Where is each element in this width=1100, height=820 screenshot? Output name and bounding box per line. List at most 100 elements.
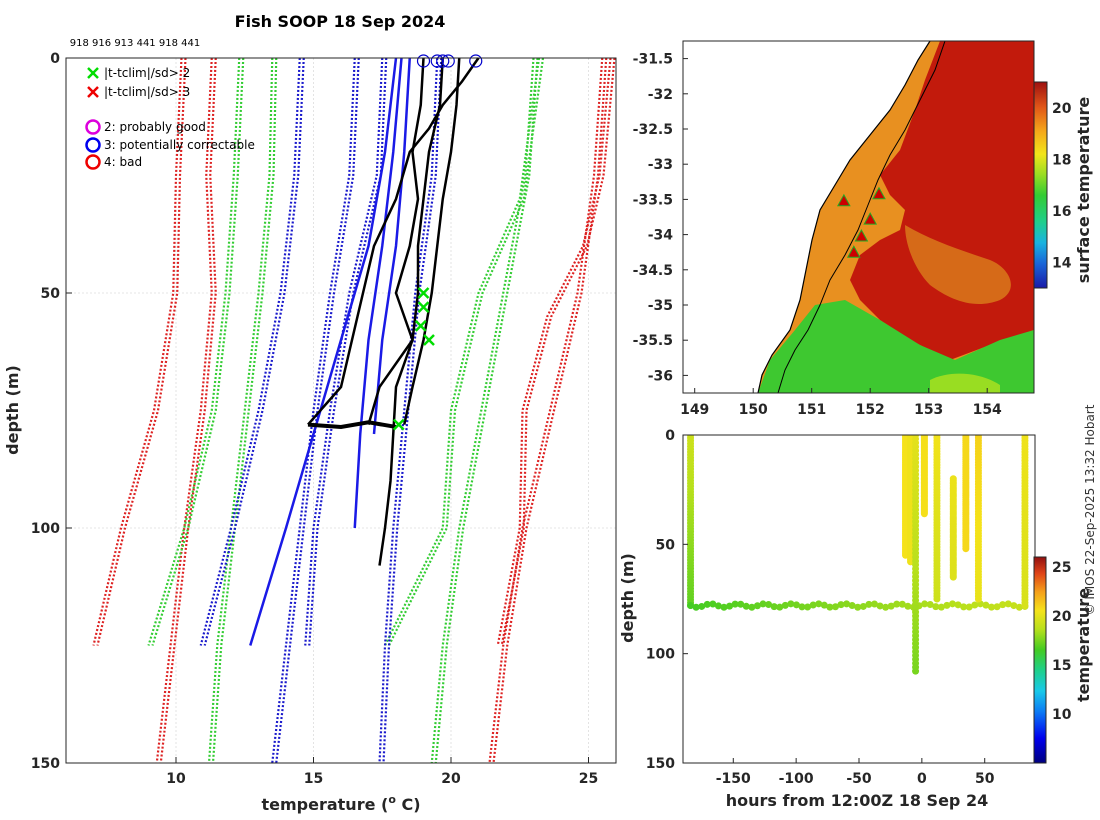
ts-point	[815, 600, 823, 608]
ts-xlabel: hours from 12:00Z 18 Sep 24	[726, 791, 988, 810]
legend-q3: 3: potentially correctable	[104, 138, 255, 152]
ts-point	[904, 602, 912, 610]
coastline	[757, 41, 931, 393]
sea-cool-patch	[930, 373, 1000, 393]
ts-point	[982, 601, 990, 609]
ts-plot-area	[683, 435, 1035, 763]
measured-profile-black	[403, 57, 461, 425]
sst-colorbar-label: surface temperature	[1074, 97, 1093, 284]
legend-sd3: |t-tclim|/sd> 3	[104, 85, 190, 99]
legend-q3-marker	[85, 137, 101, 153]
ts-point	[1015, 603, 1023, 611]
x-tick-label: 25	[579, 771, 598, 787]
map-x-tick-label: 150	[739, 402, 768, 418]
climatology-line	[500, 57, 616, 646]
ts-point	[1010, 602, 1018, 610]
ts-point	[698, 602, 706, 610]
climatology-line	[434, 57, 539, 764]
surface-marker	[436, 54, 450, 68]
map-y-tick-label: -32	[648, 87, 673, 103]
legend-q2: 2: probably good	[104, 120, 206, 134]
ts-point	[859, 602, 867, 610]
y-tick-label: 0	[50, 51, 60, 67]
profile-climatology	[92, 57, 616, 764]
climatology-line	[378, 57, 439, 764]
surface-marker	[416, 54, 431, 68]
flag-sd2	[392, 418, 405, 431]
ts-point	[876, 602, 884, 610]
measured-track-bottom	[307, 420, 397, 429]
sst-colorbar-ticks: 14 16 18 20	[1052, 101, 1072, 272]
chart-title: Fish SOOP 18 Sep 2024	[235, 12, 446, 31]
ts-point	[974, 595, 982, 603]
ts-point	[962, 545, 970, 553]
measured-profile-blue	[372, 57, 411, 435]
ts-point	[731, 600, 739, 608]
ts-point	[948, 600, 956, 608]
ts-point	[848, 602, 856, 610]
ts-point	[887, 602, 895, 610]
map-y-tick-label: -34.5	[633, 263, 673, 279]
climatology-line	[203, 57, 305, 646]
climatology-line	[496, 57, 612, 646]
map-x-tick-label: 153	[914, 402, 943, 418]
legend-sd2-marker	[87, 67, 99, 79]
y-tick-label: 50	[41, 286, 61, 302]
ts-point	[776, 603, 784, 611]
ts-point	[988, 603, 996, 611]
climatology-line	[492, 57, 608, 764]
climatology-line	[308, 57, 388, 646]
ts-point	[781, 601, 789, 609]
map-x-tick-label: 151	[797, 402, 826, 418]
ts-point	[882, 603, 890, 611]
ts-point	[843, 600, 851, 608]
credit-text: © IMOS 22-Sep-2025 13:32 Hobart	[1083, 404, 1097, 615]
y-tick-label: 150	[31, 756, 60, 772]
ts-point	[826, 603, 834, 611]
ts-x-tick-label: -50	[846, 771, 872, 787]
map-y-tick-label: -31.5	[633, 52, 673, 68]
climatology-line	[304, 57, 384, 646]
ts-data	[687, 435, 1029, 675]
ts-point	[714, 602, 722, 610]
map-x-tick-label: 152	[856, 402, 885, 418]
ts-point	[870, 600, 878, 608]
ts-point	[787, 600, 795, 608]
map-x-tick-label: 149	[680, 402, 709, 418]
sst-colorbar-tick-label: 20	[1052, 101, 1072, 117]
measured-profile-blue	[249, 57, 398, 646]
ts-point	[999, 601, 1007, 609]
ts-point	[748, 603, 756, 611]
map-y-tick-label: -34	[648, 228, 674, 244]
map-y-tick-label: -35	[648, 298, 673, 314]
temp-colorbar-tick-label: 25	[1052, 560, 1071, 576]
station-marker	[863, 212, 878, 225]
station-marker	[846, 245, 861, 258]
measured-profile-blue	[353, 57, 403, 529]
ts-point	[921, 600, 929, 608]
ts-point	[759, 600, 767, 608]
map-y-tick-label: -33	[648, 157, 673, 173]
ts-point	[737, 600, 745, 608]
map-y-tick-label: -32.5	[633, 122, 673, 138]
x-tick-label: 10	[166, 771, 186, 787]
profile-chart: 10 15 20 25 0 50 100 150 temperature (o C) dept…	[3, 51, 617, 814]
flag-sd2	[414, 320, 427, 332]
legend-sd2: |t-tclim|/sd> 2	[104, 66, 190, 80]
map-y-tick-label: -36	[648, 368, 673, 384]
sst-colorbar	[1033, 81, 1048, 289]
profile-ids: 918 916 913 441 918 441	[70, 38, 200, 49]
profile-flags	[392, 287, 435, 431]
ts-point	[937, 603, 945, 611]
temp-colorbar-tick-label: 20	[1052, 609, 1072, 625]
profile-ticks: 10 15 20 25 0 50 100 150	[31, 51, 598, 787]
profile-ylabel: depth (m)	[3, 365, 22, 455]
ts-point	[692, 603, 700, 611]
shelf-isobath	[777, 41, 946, 393]
surface-marker	[430, 54, 444, 68]
legend-q2-marker	[85, 119, 101, 135]
climatology-line	[207, 57, 274, 764]
ts-point	[726, 602, 734, 610]
ts-point	[954, 601, 962, 609]
